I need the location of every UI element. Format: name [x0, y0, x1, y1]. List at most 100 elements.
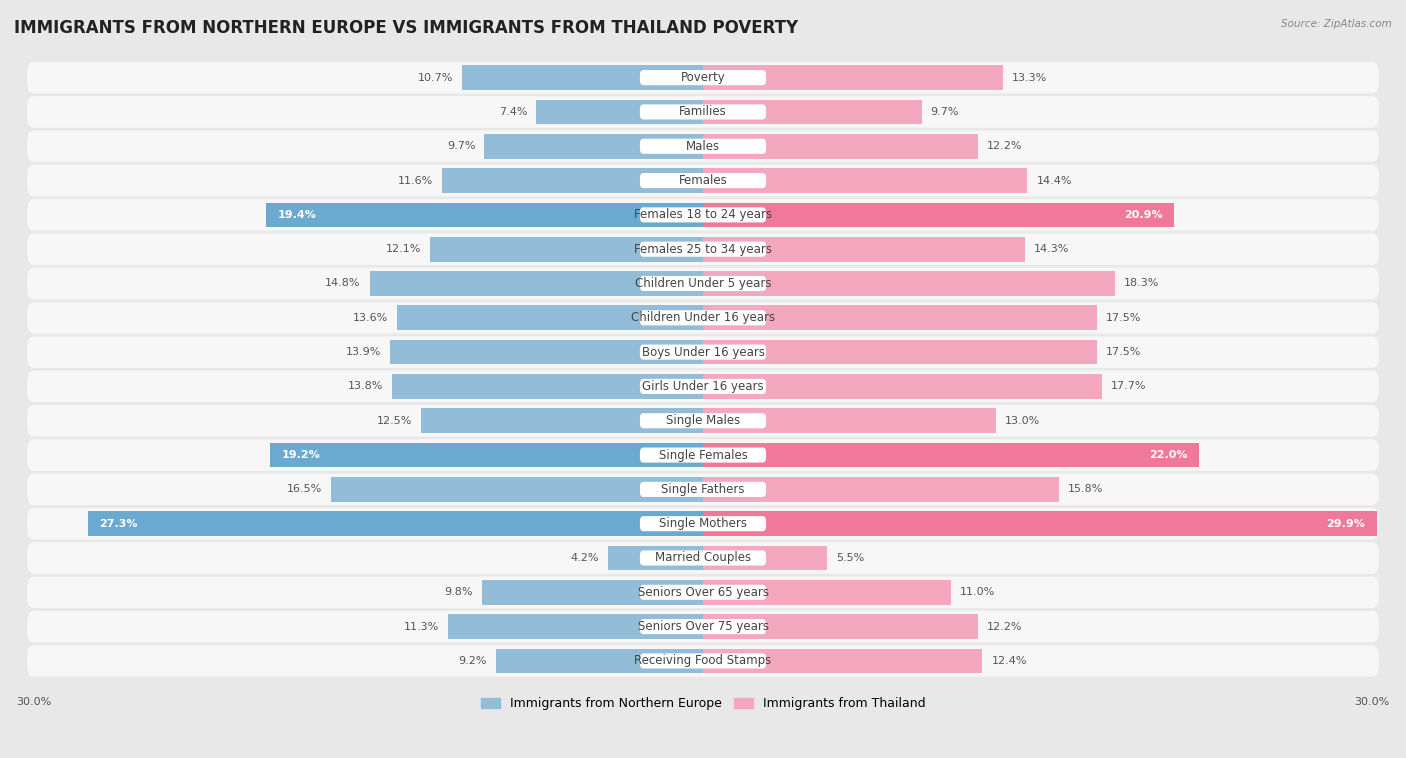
Text: 14.3%: 14.3%	[1035, 244, 1070, 254]
Text: 27.3%: 27.3%	[100, 518, 138, 528]
Text: Children Under 16 years: Children Under 16 years	[631, 312, 775, 324]
Text: 7.4%: 7.4%	[499, 107, 527, 117]
Bar	[536, 99, 703, 124]
Text: Source: ZipAtlas.com: Source: ZipAtlas.com	[1281, 19, 1392, 29]
Bar	[703, 99, 921, 124]
Bar	[703, 134, 977, 158]
Text: 13.0%: 13.0%	[1005, 415, 1040, 426]
FancyBboxPatch shape	[27, 645, 1379, 677]
FancyBboxPatch shape	[640, 584, 766, 600]
Text: 12.4%: 12.4%	[991, 656, 1026, 666]
Text: 11.3%: 11.3%	[404, 622, 440, 631]
Text: 30.0%: 30.0%	[1354, 697, 1389, 707]
Text: Boys Under 16 years: Boys Under 16 years	[641, 346, 765, 359]
FancyBboxPatch shape	[640, 208, 766, 222]
Text: 4.2%: 4.2%	[571, 553, 599, 563]
FancyBboxPatch shape	[27, 268, 1379, 299]
FancyBboxPatch shape	[27, 577, 1379, 608]
Text: IMMIGRANTS FROM NORTHERN EUROPE VS IMMIGRANTS FROM THAILAND POVERTY: IMMIGRANTS FROM NORTHERN EUROPE VS IMMIG…	[14, 19, 799, 37]
Text: 29.9%: 29.9%	[1326, 518, 1365, 528]
Text: Families: Families	[679, 105, 727, 118]
Text: 9.2%: 9.2%	[458, 656, 486, 666]
FancyBboxPatch shape	[640, 619, 766, 634]
Text: 20.9%: 20.9%	[1123, 210, 1163, 220]
Bar	[266, 202, 703, 227]
Text: Single Fathers: Single Fathers	[661, 483, 745, 496]
Bar	[270, 443, 703, 468]
FancyBboxPatch shape	[27, 542, 1379, 574]
FancyBboxPatch shape	[27, 164, 1379, 196]
Text: Single Females: Single Females	[658, 449, 748, 462]
Text: 5.5%: 5.5%	[837, 553, 865, 563]
Text: 22.0%: 22.0%	[1149, 450, 1187, 460]
FancyBboxPatch shape	[27, 474, 1379, 505]
Text: Poverty: Poverty	[681, 71, 725, 84]
Text: Females 18 to 24 years: Females 18 to 24 years	[634, 208, 772, 221]
Text: Receiving Food Stamps: Receiving Food Stamps	[634, 654, 772, 667]
Text: 10.7%: 10.7%	[418, 73, 453, 83]
Legend: Immigrants from Northern Europe, Immigrants from Thailand: Immigrants from Northern Europe, Immigra…	[475, 692, 931, 715]
Bar	[703, 409, 995, 433]
Text: 9.7%: 9.7%	[447, 141, 475, 152]
FancyBboxPatch shape	[640, 482, 766, 497]
FancyBboxPatch shape	[640, 379, 766, 394]
FancyBboxPatch shape	[27, 199, 1379, 230]
FancyBboxPatch shape	[640, 105, 766, 120]
Bar	[703, 340, 1097, 365]
Bar	[703, 649, 983, 673]
Text: Seniors Over 65 years: Seniors Over 65 years	[637, 586, 769, 599]
Bar	[703, 443, 1198, 468]
Text: Girls Under 16 years: Girls Under 16 years	[643, 380, 763, 393]
Text: 30.0%: 30.0%	[17, 697, 52, 707]
Bar	[703, 477, 1059, 502]
Bar	[703, 271, 1115, 296]
Bar	[485, 134, 703, 158]
FancyBboxPatch shape	[27, 302, 1379, 334]
FancyBboxPatch shape	[640, 516, 766, 531]
FancyBboxPatch shape	[27, 337, 1379, 368]
Text: Females 25 to 34 years: Females 25 to 34 years	[634, 243, 772, 255]
Text: 19.4%: 19.4%	[277, 210, 316, 220]
Bar	[609, 546, 703, 570]
Bar	[703, 546, 827, 570]
Text: Females: Females	[679, 174, 727, 187]
Text: 17.7%: 17.7%	[1111, 381, 1146, 391]
FancyBboxPatch shape	[640, 310, 766, 325]
Bar	[703, 202, 1174, 227]
FancyBboxPatch shape	[27, 233, 1379, 265]
Bar	[396, 305, 703, 330]
FancyBboxPatch shape	[27, 62, 1379, 93]
Text: 16.5%: 16.5%	[287, 484, 322, 494]
Bar	[496, 649, 703, 673]
Bar	[703, 512, 1376, 536]
FancyBboxPatch shape	[27, 130, 1379, 162]
Text: 12.2%: 12.2%	[987, 622, 1022, 631]
FancyBboxPatch shape	[640, 653, 766, 669]
Text: 12.1%: 12.1%	[387, 244, 422, 254]
Text: 12.2%: 12.2%	[987, 141, 1022, 152]
Text: 13.9%: 13.9%	[346, 347, 381, 357]
Text: Married Couples: Married Couples	[655, 552, 751, 565]
FancyBboxPatch shape	[27, 96, 1379, 128]
FancyBboxPatch shape	[27, 405, 1379, 437]
Bar	[703, 168, 1028, 193]
Text: Children Under 5 years: Children Under 5 years	[634, 277, 772, 290]
Text: 17.5%: 17.5%	[1107, 347, 1142, 357]
Text: 14.4%: 14.4%	[1036, 176, 1071, 186]
Text: Single Males: Single Males	[666, 414, 740, 428]
Text: Males: Males	[686, 139, 720, 153]
Text: 15.8%: 15.8%	[1069, 484, 1104, 494]
FancyBboxPatch shape	[640, 447, 766, 462]
Bar	[482, 580, 703, 605]
Text: 11.6%: 11.6%	[398, 176, 433, 186]
FancyBboxPatch shape	[27, 508, 1379, 540]
FancyBboxPatch shape	[640, 70, 766, 85]
FancyBboxPatch shape	[640, 345, 766, 359]
FancyBboxPatch shape	[640, 550, 766, 565]
Text: 9.7%: 9.7%	[931, 107, 959, 117]
Bar	[449, 614, 703, 639]
Bar	[430, 236, 703, 262]
Bar	[703, 65, 1002, 90]
Text: Single Mothers: Single Mothers	[659, 517, 747, 530]
FancyBboxPatch shape	[27, 611, 1379, 642]
